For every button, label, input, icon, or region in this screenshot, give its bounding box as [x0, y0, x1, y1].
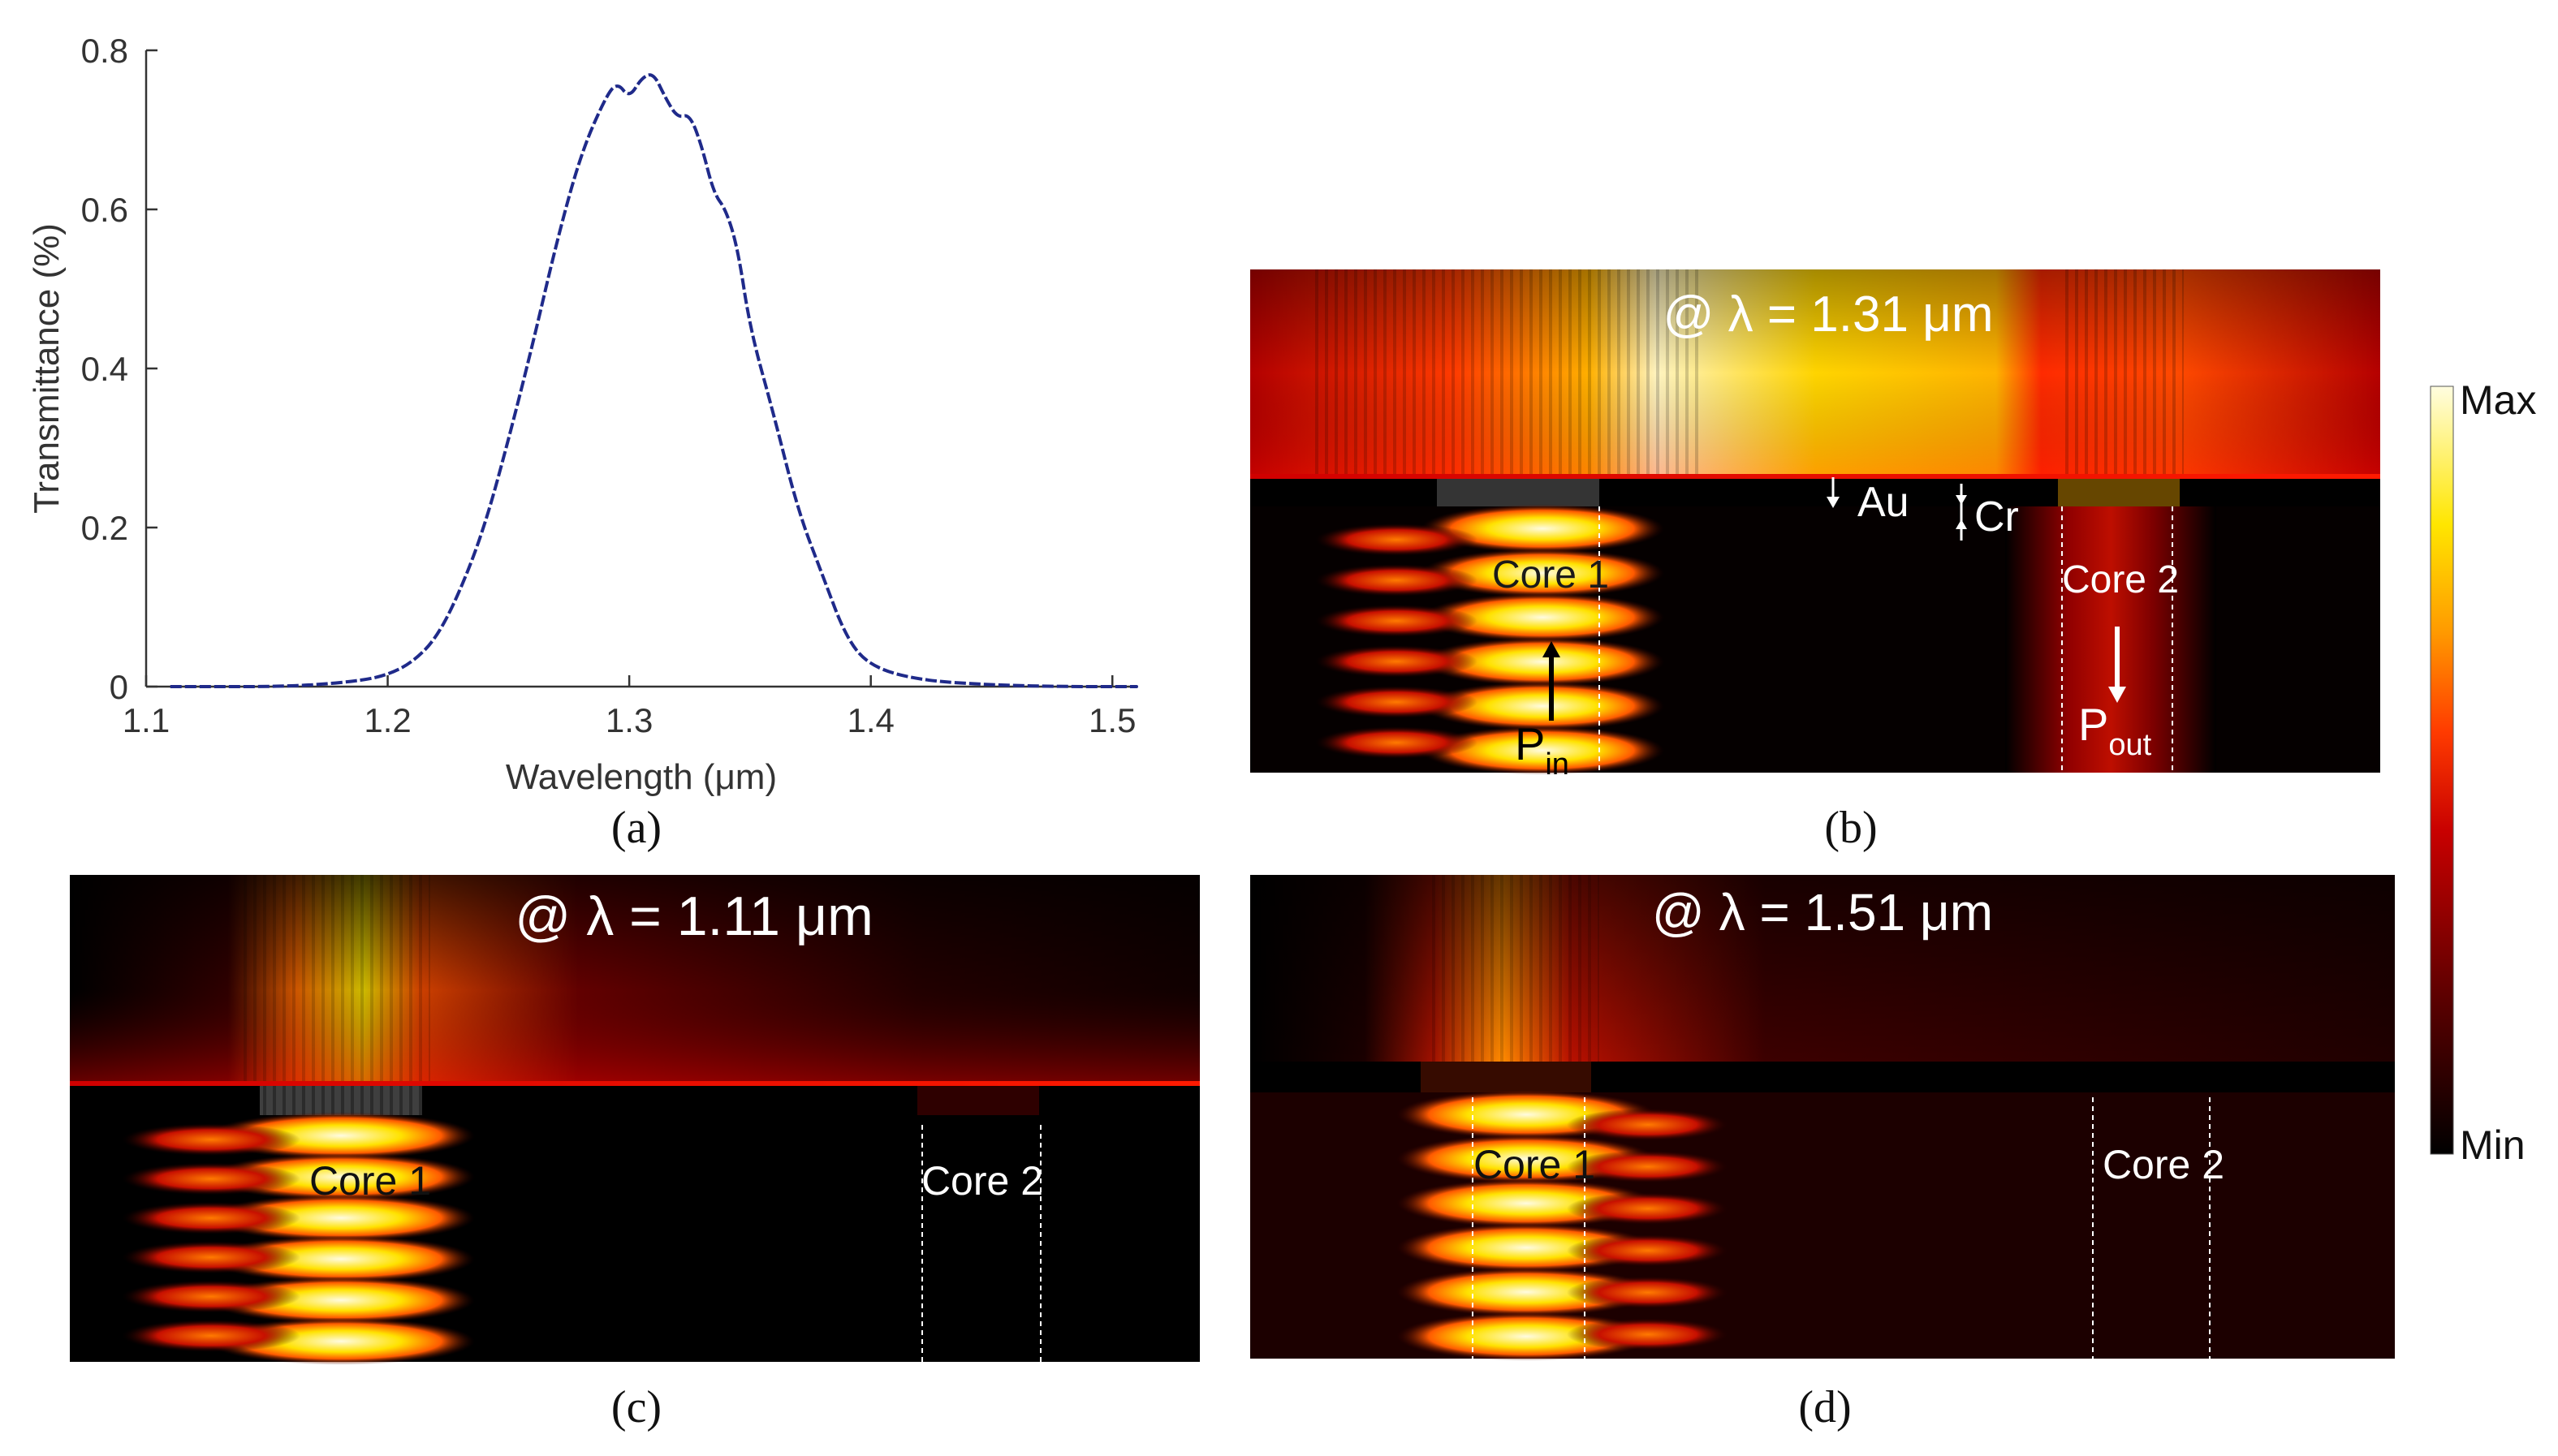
- field-lobe: [122, 1241, 300, 1274]
- y-tick-label: 0.4: [81, 350, 128, 388]
- field-lobe: [122, 1162, 300, 1195]
- y-ticks: 0 0.2 0.4 0.6 0.8: [81, 32, 157, 706]
- cr-marker: [1956, 484, 1967, 541]
- field-lobe: [122, 1201, 300, 1234]
- field-lobe: [1421, 592, 1664, 642]
- metal-boundary-line-c: [70, 1081, 1200, 1086]
- panel-a-transmittance-plot: 0 0.2 0.4 0.6 0.8 1.1 1.2 1.3 1.4 1.5 Wavelength…: [27, 32, 1139, 853]
- x-tick-label: 1.3: [606, 701, 653, 739]
- field-lobe: [122, 1319, 300, 1352]
- label-core2-c: Core 2: [921, 1158, 1043, 1204]
- field-lobe: [1421, 637, 1664, 687]
- panel-c-field-map: @ λ = 1.11 μm Core 1 Core 2 (c): [70, 875, 1200, 1432]
- label-core1-d: Core 1: [1473, 1142, 1595, 1187]
- field-lobe: [1421, 682, 1664, 730]
- x-ticks: 1.1 1.2 1.3 1.4 1.5: [123, 675, 1136, 739]
- panel-c-title: @ λ = 1.11 μm: [515, 885, 873, 947]
- panel-b-field-map: @ λ = 1.31 μm Au Cr Core 1 Core 2 Pin Po…: [1250, 269, 2380, 853]
- y-tick-label: 0.2: [81, 509, 128, 547]
- label-pin: Pin: [1515, 718, 1569, 782]
- field-lobe: [1567, 1318, 1729, 1351]
- label-cr: Cr: [1974, 493, 2019, 541]
- y-tick-label: 0.6: [81, 191, 128, 229]
- field-lobe: [1567, 1150, 1729, 1183]
- pout-arrow: [2108, 627, 2126, 703]
- x-axis-label: Wavelength (μm): [506, 757, 777, 797]
- label-core2-b: Core 2: [2062, 558, 2179, 601]
- y-axis-label: Transmittance (%): [27, 223, 67, 514]
- x-tick-label: 1.5: [1089, 701, 1136, 739]
- field-lobe: [1567, 1234, 1729, 1267]
- x-tick-label: 1.4: [847, 701, 894, 739]
- panel-d-field-map: @ λ = 1.51 μm Core 1 Core 2 (d): [1250, 875, 2395, 1432]
- colorbar-max-label: Max: [2460, 377, 2536, 423]
- core2-glow: [2005, 506, 2216, 773]
- field-lobe: [1396, 1268, 1656, 1316]
- caption-a: (a): [611, 803, 662, 853]
- field-lobe: [207, 1194, 475, 1242]
- field-lobe: [1421, 549, 1664, 597]
- field-lobe: [1567, 1276, 1729, 1309]
- field-lobe: [1315, 686, 1477, 718]
- core1-mode-pattern: [1315, 504, 1664, 775]
- label-au: Au: [1857, 479, 1909, 526]
- label-core1-c: Core 1: [309, 1158, 431, 1204]
- field-lobe: [1421, 504, 1664, 554]
- field-lobe: [122, 1280, 300, 1313]
- field-lobe: [1567, 1108, 1729, 1141]
- y-tick-label: 0: [110, 668, 128, 706]
- colorbar-min-label: Min: [2460, 1122, 2526, 1168]
- core1-mode-pattern-c: [122, 1112, 475, 1365]
- core1-grating-b: [1437, 479, 1599, 506]
- field-lobe: [1315, 605, 1477, 637]
- label-core2-d: Core 2: [2103, 1142, 2224, 1187]
- field-lobe: [1315, 726, 1477, 759]
- field-lobe: [1315, 645, 1477, 678]
- panel-d-title: @ λ = 1.51 μm: [1652, 883, 1993, 941]
- panel-b-title: @ λ = 1.31 μm: [1663, 286, 1993, 342]
- y-tick-label: 0.8: [81, 32, 128, 70]
- label-pout: Pout: [2078, 699, 2152, 762]
- caption-c: (c): [611, 1382, 662, 1432]
- field-lobe: [1315, 523, 1477, 556]
- label-core1-b: Core 1: [1492, 554, 1609, 597]
- colorbar: Max Min: [2430, 377, 2536, 1168]
- field-lobe: [122, 1123, 300, 1157]
- x-tick-label: 1.1: [123, 701, 170, 739]
- core1-mode-pattern-d: [1396, 1090, 1729, 1361]
- au-marker: [1827, 477, 1840, 508]
- caption-b: (b): [1824, 803, 1877, 853]
- metal-boundary-line: [1250, 474, 2380, 479]
- pin-arrow: [1542, 641, 1560, 721]
- colorbar-gradient: [2430, 386, 2454, 1155]
- caption-d: (d): [1798, 1382, 1851, 1432]
- field-lobe: [1421, 726, 1664, 775]
- x-tick-label: 1.2: [364, 701, 411, 739]
- field-lobe: [1315, 564, 1477, 597]
- transmittance-curve: [170, 73, 1139, 688]
- gold-layer: [1250, 479, 2380, 506]
- field-lobe: [1567, 1192, 1729, 1226]
